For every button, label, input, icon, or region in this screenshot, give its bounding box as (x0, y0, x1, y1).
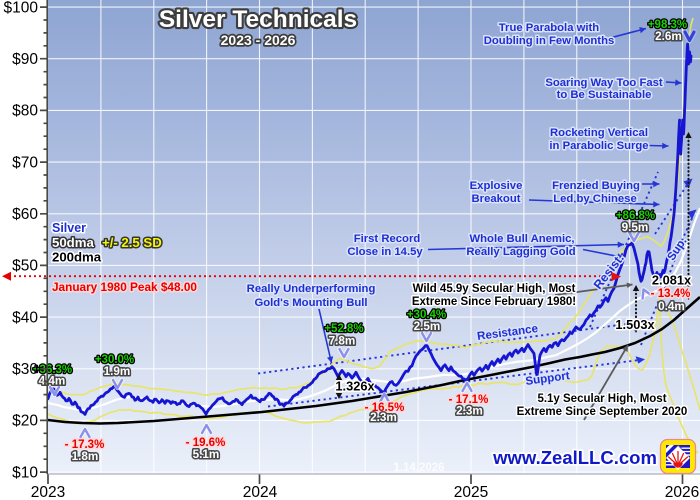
svg-text:Extreme Since February 1980!: Extreme Since February 1980! (412, 296, 576, 308)
svg-text:Wild 45.9y Secular High, Most: Wild 45.9y Secular High, Most (413, 283, 576, 295)
svg-text:5.1m: 5.1m (193, 448, 220, 461)
svg-text:$80: $80 (12, 103, 38, 120)
svg-text:Whole Bull Anemic,: Whole Bull Anemic, (469, 233, 574, 245)
svg-text:$30: $30 (12, 361, 38, 378)
svg-text:7.8m: 7.8m (329, 335, 356, 348)
svg-text:$50: $50 (12, 258, 38, 275)
svg-text:$90: $90 (12, 51, 38, 68)
svg-text:2023: 2023 (31, 484, 65, 500)
svg-text:9.5m: 9.5m (622, 221, 649, 234)
svg-text:2024: 2024 (243, 484, 278, 500)
svg-text:1.9m: 1.9m (104, 365, 131, 378)
svg-text:- 17.3%: - 17.3% (65, 439, 105, 451)
svg-text:Really Underperforming: Really Underperforming (247, 283, 376, 295)
svg-text:4.4m: 4.4m (39, 375, 66, 388)
svg-text:in Parabolic Surge: in Parabolic Surge (549, 140, 648, 152)
svg-text:Close in 14.5y: Close in 14.5y (347, 246, 423, 258)
svg-text:True Parabola with: True Parabola with (499, 22, 600, 34)
svg-text:Led by Chinese: Led by Chinese (553, 193, 637, 205)
svg-text:+52.8%: +52.8% (324, 323, 363, 335)
svg-text:2025: 2025 (454, 484, 488, 500)
svg-text:+30.0%: +30.0% (95, 354, 134, 366)
svg-text:2026: 2026 (665, 484, 699, 500)
svg-text:200dma: 200dma (52, 250, 102, 265)
svg-text:1.503x: 1.503x (615, 317, 655, 332)
svg-text:$100: $100 (4, 0, 39, 16)
svg-text:0.4m: 0.4m (658, 300, 685, 313)
svg-text:Rocketing Vertical: Rocketing Vertical (550, 127, 648, 139)
svg-text:Frenzied Buying: Frenzied Buying (552, 180, 640, 192)
svg-text:Extreme Since September 2020: Extreme Since September 2020 (517, 406, 688, 418)
svg-text:+/- 2.5 SD: +/- 2.5 SD (102, 235, 162, 250)
svg-text:5.1y Secular High, Most: 5.1y Secular High, Most (537, 393, 666, 405)
svg-text:Soaring Way Too Fast: Soaring Way Too Fast (545, 77, 663, 89)
svg-text:to Be Sustainable: to Be Sustainable (557, 89, 652, 101)
svg-text:2.3m: 2.3m (456, 405, 483, 418)
svg-text:Breakout: Breakout (472, 193, 521, 205)
svg-text:2023 - 2026: 2023 - 2026 (221, 32, 296, 48)
svg-text:2.3m: 2.3m (370, 411, 397, 424)
svg-text:$20: $20 (12, 413, 38, 430)
svg-text:+30.4%: +30.4% (407, 309, 446, 321)
svg-text:Silver Technicals: Silver Technicals (159, 6, 357, 33)
svg-text:2.6m: 2.6m (655, 30, 682, 43)
svg-text:50dma: 50dma (52, 235, 94, 250)
svg-text:- 16.5%: - 16.5% (365, 402, 405, 414)
svg-text:www.ZealLLC.com: www.ZealLLC.com (492, 447, 657, 468)
svg-text:Really Lagging Gold: Really Lagging Gold (466, 246, 575, 258)
svg-text:$70: $70 (12, 154, 38, 171)
svg-text:2.5m: 2.5m (414, 320, 441, 333)
svg-text:$10: $10 (12, 464, 38, 481)
svg-text:2.081x: 2.081x (652, 273, 692, 288)
svg-text:1.326x: 1.326x (335, 379, 375, 394)
svg-text:January 1980 Peak $48.00: January 1980 Peak $48.00 (52, 280, 197, 294)
svg-text:- 19.6%: - 19.6% (186, 437, 226, 449)
svg-text:$60: $60 (12, 206, 38, 223)
svg-text:Silver: Silver (52, 221, 86, 235)
svg-text:- 13.4%: - 13.4% (651, 288, 691, 300)
svg-text:+36.3%: +36.3% (33, 364, 72, 376)
svg-text:First Record: First Record (354, 233, 421, 245)
svg-text:1.8m: 1.8m (72, 450, 99, 463)
svg-text:1.14.2026: 1.14.2026 (393, 462, 444, 474)
svg-text:- 17.1%: - 17.1% (449, 394, 489, 406)
svg-text:+86.8%: +86.8% (616, 210, 655, 222)
svg-text:+98.3%: +98.3% (648, 19, 687, 31)
svg-text:Explosive: Explosive (470, 180, 523, 192)
svg-text:Gold's Mounting Bull: Gold's Mounting Bull (254, 297, 367, 309)
svg-text:Doubling in Few Months: Doubling in Few Months (484, 35, 615, 47)
svg-text:$40: $40 (12, 309, 38, 326)
